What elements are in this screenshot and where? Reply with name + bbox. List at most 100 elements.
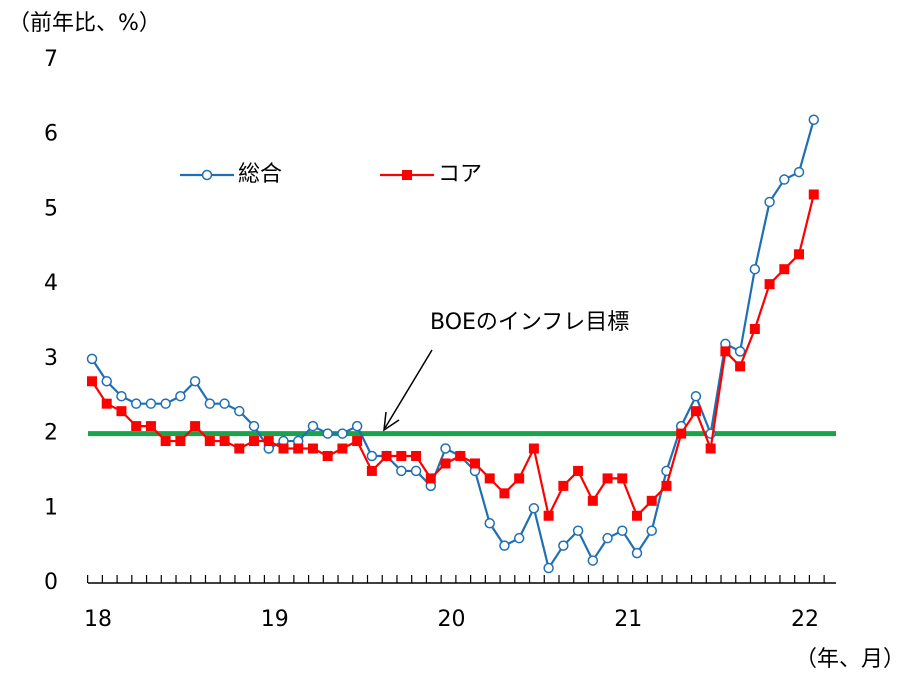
- point: [528, 443, 539, 454]
- annotation: BOEのインフレ目標: [430, 310, 629, 335]
- legend-label: コア: [438, 162, 482, 187]
- point: [204, 398, 216, 409]
- point: [572, 525, 584, 536]
- point: [145, 398, 157, 409]
- point: [322, 428, 333, 439]
- point: [130, 398, 142, 409]
- x-tick-label: 18: [84, 607, 112, 632]
- point: [779, 264, 790, 275]
- point: [514, 473, 525, 484]
- point: [793, 166, 805, 178]
- point: [175, 390, 186, 402]
- point: [455, 450, 466, 461]
- series-line: [91, 119, 815, 571]
- point: [587, 495, 598, 506]
- point: [160, 398, 171, 409]
- point: [440, 443, 451, 454]
- arrow-head: [383, 411, 400, 432]
- point: [690, 406, 701, 417]
- point: [175, 436, 186, 447]
- legend-marker: [201, 169, 213, 181]
- point: [558, 540, 569, 551]
- point: [646, 525, 657, 536]
- point: [749, 323, 760, 334]
- point: [396, 450, 407, 461]
- point: [705, 443, 716, 454]
- point: [690, 390, 702, 402]
- x-axis-label: （年、月）: [795, 647, 905, 672]
- point: [263, 436, 274, 447]
- point: [219, 398, 230, 409]
- point: [116, 390, 127, 402]
- point: [337, 443, 348, 454]
- point: [293, 443, 304, 454]
- point: [808, 189, 819, 200]
- point: [116, 406, 127, 417]
- point: [145, 421, 156, 432]
- point: [499, 540, 510, 551]
- point: [764, 279, 775, 290]
- point: [469, 458, 480, 469]
- point: [366, 450, 378, 462]
- y-tick-label: 7: [44, 47, 58, 72]
- x-tick-label: 19: [261, 607, 289, 632]
- point: [632, 510, 643, 521]
- point: [720, 346, 731, 357]
- point: [676, 428, 687, 439]
- point: [307, 443, 318, 454]
- point: [808, 114, 820, 126]
- point: [764, 196, 775, 208]
- point: [749, 263, 761, 275]
- point: [322, 450, 333, 461]
- point: [484, 517, 495, 529]
- x-tick-label: 22: [791, 607, 819, 632]
- legend-label: 総合: [238, 162, 282, 187]
- y-tick-label: 1: [44, 495, 58, 520]
- y-tick-label: 4: [44, 271, 58, 296]
- point: [307, 420, 319, 432]
- point: [234, 405, 245, 417]
- y-axis-label: （前年比、%）: [8, 11, 161, 36]
- point: [351, 420, 363, 432]
- point: [248, 420, 260, 432]
- x-tick-label: 20: [438, 607, 466, 632]
- point: [87, 376, 97, 387]
- point: [396, 465, 407, 477]
- point: [543, 562, 554, 574]
- point: [528, 503, 540, 514]
- point: [440, 458, 451, 469]
- point: [249, 436, 260, 447]
- y-tick-label: 0: [44, 570, 58, 595]
- point: [131, 421, 142, 432]
- point: [352, 436, 363, 447]
- annotation-arrow: [384, 349, 433, 429]
- point: [86, 353, 98, 365]
- point: [410, 465, 422, 477]
- point: [204, 436, 215, 447]
- y-tick-label: 5: [44, 196, 58, 221]
- point: [337, 428, 348, 439]
- point: [735, 361, 746, 372]
- point: [602, 473, 613, 484]
- point: [278, 443, 289, 454]
- point: [219, 436, 230, 447]
- point: [646, 495, 657, 506]
- point: [587, 555, 599, 566]
- point: [499, 488, 510, 499]
- point: [366, 465, 377, 476]
- point: [794, 249, 805, 260]
- point: [631, 547, 643, 559]
- x-tick-label: 21: [614, 607, 642, 632]
- point: [602, 532, 613, 544]
- point: [734, 346, 746, 357]
- point: [543, 510, 554, 521]
- y-tick-label: 6: [44, 122, 58, 147]
- point: [779, 174, 790, 185]
- series-line: [91, 194, 815, 520]
- point: [617, 473, 628, 484]
- point: [381, 450, 392, 461]
- y-tick-label: 3: [44, 346, 58, 371]
- point: [661, 480, 672, 491]
- point: [190, 421, 201, 432]
- point: [513, 532, 525, 544]
